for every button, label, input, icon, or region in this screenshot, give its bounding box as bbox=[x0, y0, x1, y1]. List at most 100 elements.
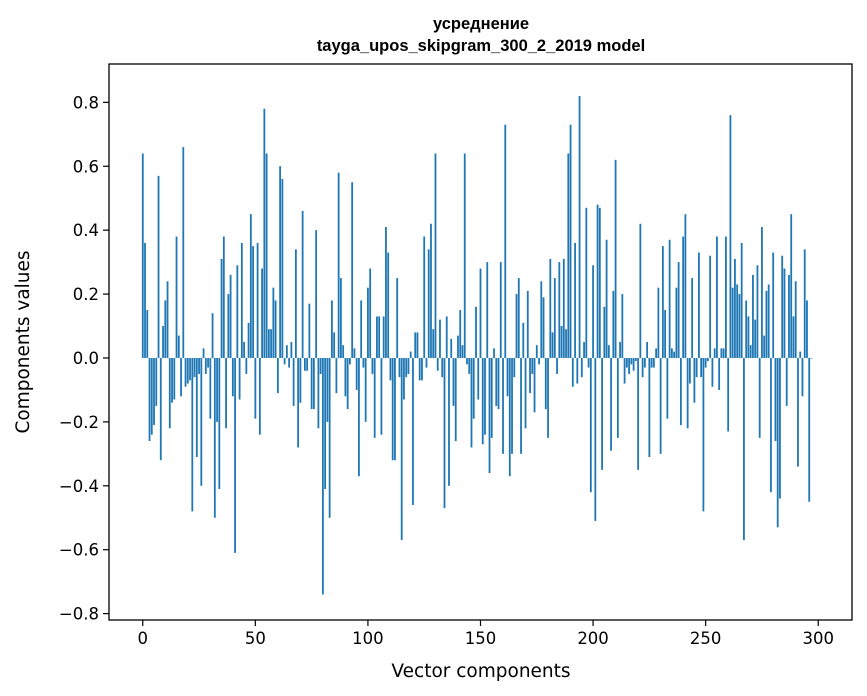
bar bbox=[709, 255, 712, 358]
bar bbox=[788, 274, 790, 358]
bar bbox=[308, 303, 311, 358]
bar bbox=[157, 175, 160, 358]
bar bbox=[247, 322, 250, 358]
bar bbox=[522, 322, 525, 358]
bar bbox=[186, 357, 189, 384]
bar bbox=[745, 300, 748, 358]
bar bbox=[258, 357, 261, 435]
bar bbox=[204, 357, 207, 374]
bar bbox=[342, 345, 345, 358]
bar bbox=[806, 300, 808, 358]
bar bbox=[808, 357, 811, 502]
bar bbox=[686, 357, 689, 429]
bar bbox=[688, 357, 691, 384]
bar bbox=[490, 357, 493, 438]
bar bbox=[432, 329, 435, 358]
y-tick-label: −0.8 bbox=[59, 605, 99, 624]
bar bbox=[209, 357, 212, 419]
bar bbox=[153, 357, 155, 426]
bar bbox=[166, 281, 169, 358]
bar bbox=[488, 357, 491, 474]
bar bbox=[747, 316, 750, 358]
bar bbox=[515, 294, 518, 358]
bar bbox=[794, 281, 797, 358]
bar bbox=[634, 357, 637, 362]
bar bbox=[479, 268, 482, 358]
bar bbox=[211, 313, 214, 358]
bar bbox=[171, 357, 173, 403]
bar bbox=[533, 357, 536, 413]
bar bbox=[373, 357, 376, 438]
bar bbox=[481, 357, 484, 445]
bar bbox=[177, 335, 180, 358]
bar bbox=[781, 255, 784, 358]
y-tick-label: 0.8 bbox=[73, 93, 99, 112]
bar bbox=[542, 297, 545, 358]
bar bbox=[711, 357, 714, 387]
bar bbox=[655, 348, 658, 358]
bar bbox=[675, 287, 678, 358]
bar bbox=[632, 357, 635, 371]
bar bbox=[646, 342, 649, 358]
bar bbox=[418, 357, 421, 381]
bar bbox=[558, 262, 561, 358]
bar bbox=[369, 268, 372, 358]
bar bbox=[592, 265, 594, 358]
bar bbox=[531, 357, 534, 374]
bar bbox=[355, 357, 358, 390]
bar bbox=[511, 357, 513, 454]
bar bbox=[394, 357, 396, 461]
bar bbox=[630, 357, 633, 365]
bar bbox=[612, 290, 615, 358]
bar bbox=[434, 153, 437, 358]
bar bbox=[409, 351, 412, 358]
bar bbox=[256, 242, 259, 358]
bar bbox=[427, 249, 430, 358]
bar bbox=[535, 345, 538, 358]
y-tick-label: −0.4 bbox=[59, 477, 99, 496]
bar bbox=[396, 278, 399, 358]
bar bbox=[189, 357, 191, 381]
bar bbox=[324, 357, 327, 489]
bar bbox=[661, 246, 664, 358]
bar bbox=[180, 357, 182, 397]
bar bbox=[265, 153, 268, 358]
bar bbox=[240, 242, 243, 358]
bar bbox=[463, 153, 466, 358]
bar bbox=[328, 357, 331, 518]
bar bbox=[229, 274, 232, 358]
bar bbox=[772, 252, 775, 358]
bar bbox=[616, 357, 619, 438]
bar bbox=[524, 357, 527, 429]
bar bbox=[407, 357, 410, 374]
bar bbox=[279, 166, 282, 358]
plot-area-frame bbox=[108, 63, 853, 621]
bar bbox=[725, 236, 727, 358]
bar bbox=[349, 357, 351, 365]
bar bbox=[312, 357, 315, 410]
bar bbox=[567, 153, 570, 358]
bar bbox=[569, 124, 572, 358]
bar bbox=[698, 252, 700, 358]
y-axis-label: Components values bbox=[13, 250, 34, 433]
bar bbox=[346, 357, 349, 410]
bar bbox=[389, 357, 392, 381]
bar bbox=[562, 258, 565, 358]
bar bbox=[470, 357, 473, 448]
bar bbox=[335, 357, 338, 394]
bar bbox=[668, 239, 671, 358]
bar bbox=[290, 342, 293, 358]
bar bbox=[589, 357, 592, 493]
bar bbox=[718, 357, 721, 390]
bar bbox=[643, 357, 646, 368]
bar bbox=[673, 351, 676, 358]
bar bbox=[776, 357, 779, 528]
bar bbox=[403, 357, 405, 400]
bar bbox=[716, 236, 718, 358]
bar bbox=[155, 357, 158, 406]
bar bbox=[797, 357, 799, 467]
bar bbox=[722, 348, 725, 358]
bar bbox=[652, 357, 655, 368]
bar bbox=[497, 357, 500, 410]
bar bbox=[587, 357, 590, 368]
